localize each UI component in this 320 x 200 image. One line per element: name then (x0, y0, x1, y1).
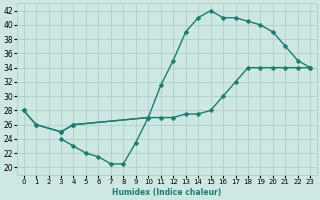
X-axis label: Humidex (Indice chaleur): Humidex (Indice chaleur) (112, 188, 221, 197)
